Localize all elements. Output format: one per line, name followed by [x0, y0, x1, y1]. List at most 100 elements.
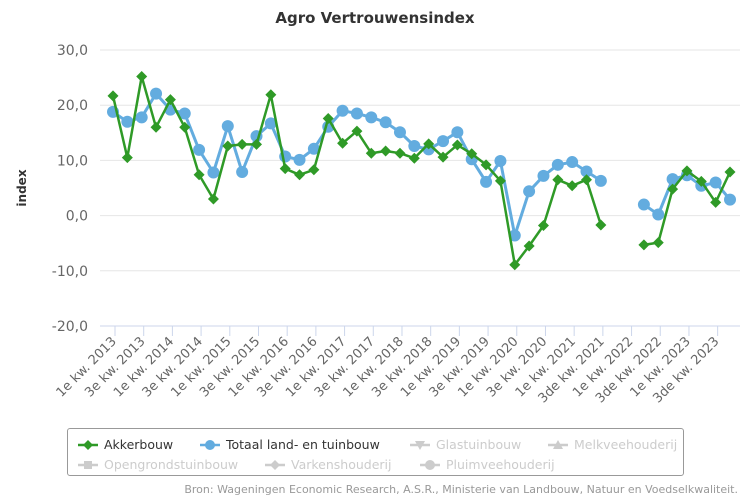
data-point	[408, 152, 420, 164]
square-marker-icon	[78, 459, 104, 471]
y-tick-label: 30,0	[57, 43, 88, 59]
series-totaal	[107, 87, 736, 242]
chart-title: Agro Vertrouwensindex	[275, 9, 475, 27]
legend-marker	[425, 459, 435, 470]
y-tick-label: -10,0	[52, 264, 88, 280]
data-point	[307, 142, 320, 155]
data-point	[279, 163, 291, 175]
data-point	[724, 166, 736, 178]
data-point	[178, 107, 191, 120]
source-credit: Bron: Wageningen Economic Research, A.S.…	[184, 483, 738, 496]
data-point	[681, 165, 693, 177]
diamond-marker-icon	[265, 459, 291, 471]
data-point	[236, 165, 249, 178]
triangle-down-marker-icon	[410, 439, 436, 451]
legend-marker	[553, 439, 563, 449]
legend-label: Melkveehouderij	[574, 437, 678, 452]
data-point	[595, 219, 607, 231]
data-point	[365, 111, 378, 124]
legend-label: Glastuinbouw	[436, 437, 522, 452]
legend-marker	[415, 440, 425, 450]
legend-label: Totaal land- en tuinbouw	[226, 437, 380, 452]
data-point	[724, 193, 736, 206]
legend-marker	[83, 439, 93, 450]
legend-item-totaal[interactable]: Totaal land- en tuinbouw	[200, 437, 380, 452]
legend-marker	[205, 439, 215, 450]
data-point	[150, 87, 163, 100]
data-point	[423, 138, 435, 150]
data-point	[351, 125, 363, 137]
data-point	[265, 89, 277, 101]
data-point	[508, 229, 521, 242]
data-point	[236, 138, 248, 150]
data-point	[322, 112, 334, 124]
data-point	[437, 135, 450, 148]
data-point	[193, 143, 206, 156]
data-point	[523, 240, 535, 252]
data-point	[710, 196, 722, 208]
series-line	[112, 92, 732, 237]
data-point	[294, 169, 306, 181]
data-point	[135, 111, 148, 124]
legend-label: Opengrondstuinbouw	[104, 457, 239, 472]
data-point	[480, 159, 492, 171]
data-point	[480, 175, 493, 188]
data-point	[293, 153, 306, 166]
diamond-marker-icon	[78, 439, 104, 451]
data-point	[136, 70, 148, 82]
legend-item-akkerbouw[interactable]: Akkerbouw	[78, 437, 173, 452]
data-point	[150, 121, 162, 133]
data-point	[509, 259, 521, 271]
legend-marker	[84, 460, 92, 469]
data-point	[336, 104, 349, 117]
data-point	[337, 137, 349, 149]
data-point	[394, 147, 406, 159]
data-point	[638, 239, 650, 251]
data-point	[250, 138, 262, 150]
data-point	[551, 158, 564, 171]
series-akkerbouw	[107, 70, 736, 271]
data-point	[107, 90, 119, 102]
data-point	[365, 147, 377, 159]
data-point	[350, 107, 363, 120]
data-point	[666, 173, 679, 186]
data-point	[494, 175, 506, 187]
data-point	[652, 237, 664, 249]
data-point	[523, 185, 536, 198]
data-point	[179, 121, 191, 133]
data-point	[451, 139, 463, 151]
data-point	[308, 164, 320, 176]
data-point	[222, 140, 234, 152]
y-tick-label: -20,0	[52, 319, 88, 335]
data-point	[408, 140, 421, 153]
legend-item-pluimveehouderij[interactable]: Pluimveehouderij	[420, 457, 555, 472]
data-point	[121, 152, 133, 164]
data-point	[637, 198, 650, 211]
legend-marker	[270, 459, 280, 470]
data-point	[451, 126, 464, 139]
data-point	[552, 174, 564, 186]
legend-item-opengrondstuinbouw[interactable]: Opengrondstuinbouw	[78, 457, 238, 472]
circle-marker-icon	[200, 439, 226, 451]
data-point	[581, 174, 593, 186]
data-point	[667, 183, 679, 195]
data-point	[207, 193, 219, 205]
legend-label: Pluimveehouderij	[446, 457, 555, 472]
data-point	[264, 117, 277, 130]
legend-item-glastuinbouw[interactable]: Glastuinbouw	[410, 437, 521, 452]
data-point	[466, 148, 478, 160]
y-axis-label: index	[15, 169, 29, 206]
data-point	[437, 151, 449, 163]
data-point	[537, 220, 549, 232]
data-point	[537, 169, 550, 182]
data-point	[379, 116, 392, 129]
triangle-marker-icon	[548, 439, 574, 451]
data-point	[221, 120, 234, 133]
circle-marker-icon	[420, 459, 446, 471]
legend: Akkerbouw Totaal land- en tuinbouw Glast…	[67, 428, 684, 476]
y-tick-label: 10,0	[57, 153, 88, 169]
data-point	[494, 154, 507, 167]
legend-item-varkenshouderij[interactable]: Varkenshouderij	[265, 457, 392, 472]
legend-item-melkveehouderij[interactable]: Melkveehouderij	[548, 437, 677, 452]
data-point	[121, 115, 134, 128]
